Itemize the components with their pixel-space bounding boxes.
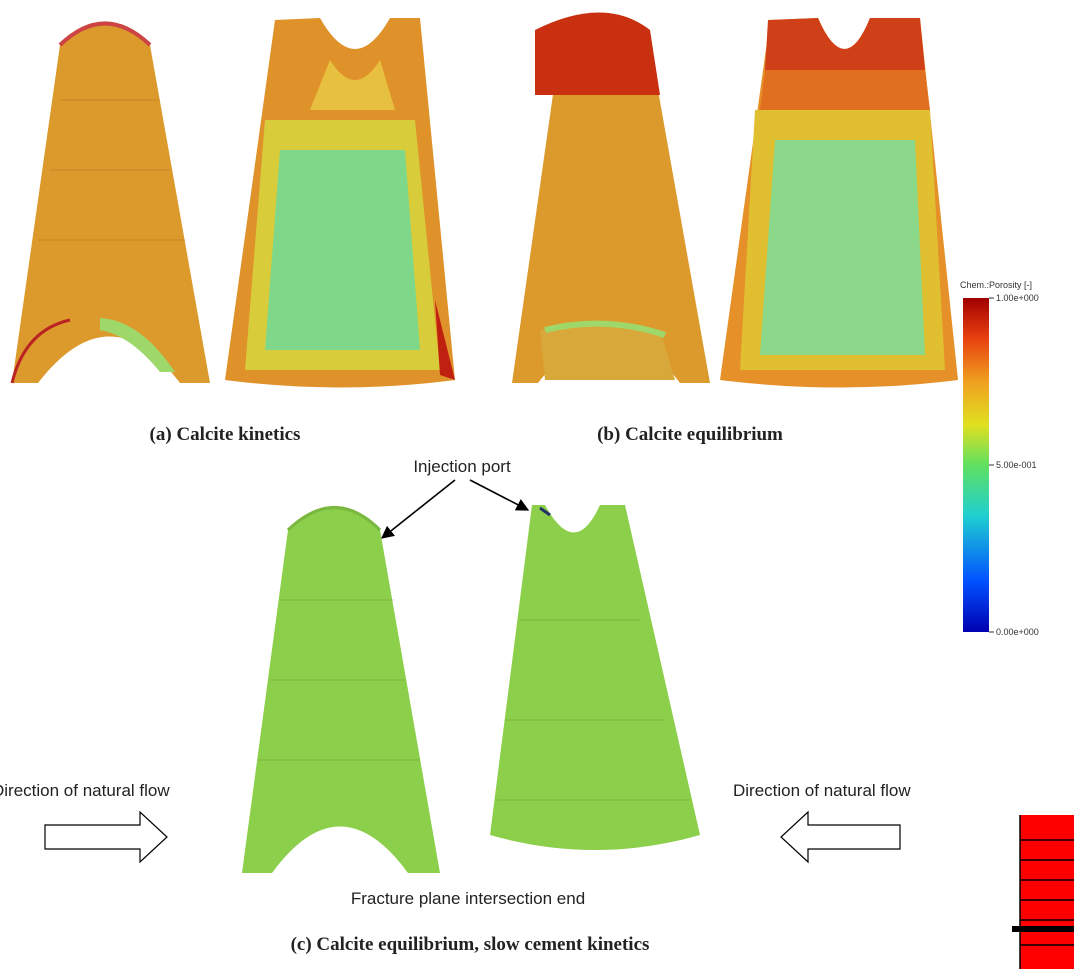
- model-view: [242, 508, 440, 874]
- annotation: Direction of natural flow: [733, 781, 911, 800]
- colorbar-title: Chem.:Porosity [-]: [960, 280, 1032, 290]
- model-view: [490, 505, 700, 850]
- model-view: [512, 13, 710, 384]
- annotation: Injection port: [413, 457, 511, 476]
- arrow: [470, 480, 528, 510]
- colorbar: [963, 298, 989, 632]
- figure: (a) Calcite kinetics (b) Calcite equilib…: [0, 0, 1074, 969]
- annotation: Fracture plane intersection end: [351, 889, 585, 908]
- model-view: [225, 18, 455, 388]
- colorbar-tick-label: 0.00e+000: [996, 627, 1039, 637]
- colorbar-tick-label: 5.00e-001: [996, 460, 1037, 470]
- caption: (a) Calcite kinetics: [150, 424, 301, 445]
- model-view: [12, 24, 210, 384]
- caption: (b) Calcite equilibrium: [597, 424, 783, 445]
- caption: (c) Calcite equilibrium, slow cement kin…: [291, 934, 650, 955]
- arrow: [382, 480, 455, 538]
- corner-block: [1012, 815, 1074, 969]
- flow-arrow: [45, 812, 167, 862]
- flow-arrow: [781, 812, 900, 862]
- annotation: Direction of natural flow: [0, 781, 170, 800]
- model-view: [720, 18, 958, 388]
- colorbar-tick-label: 1.00e+000: [996, 293, 1039, 303]
